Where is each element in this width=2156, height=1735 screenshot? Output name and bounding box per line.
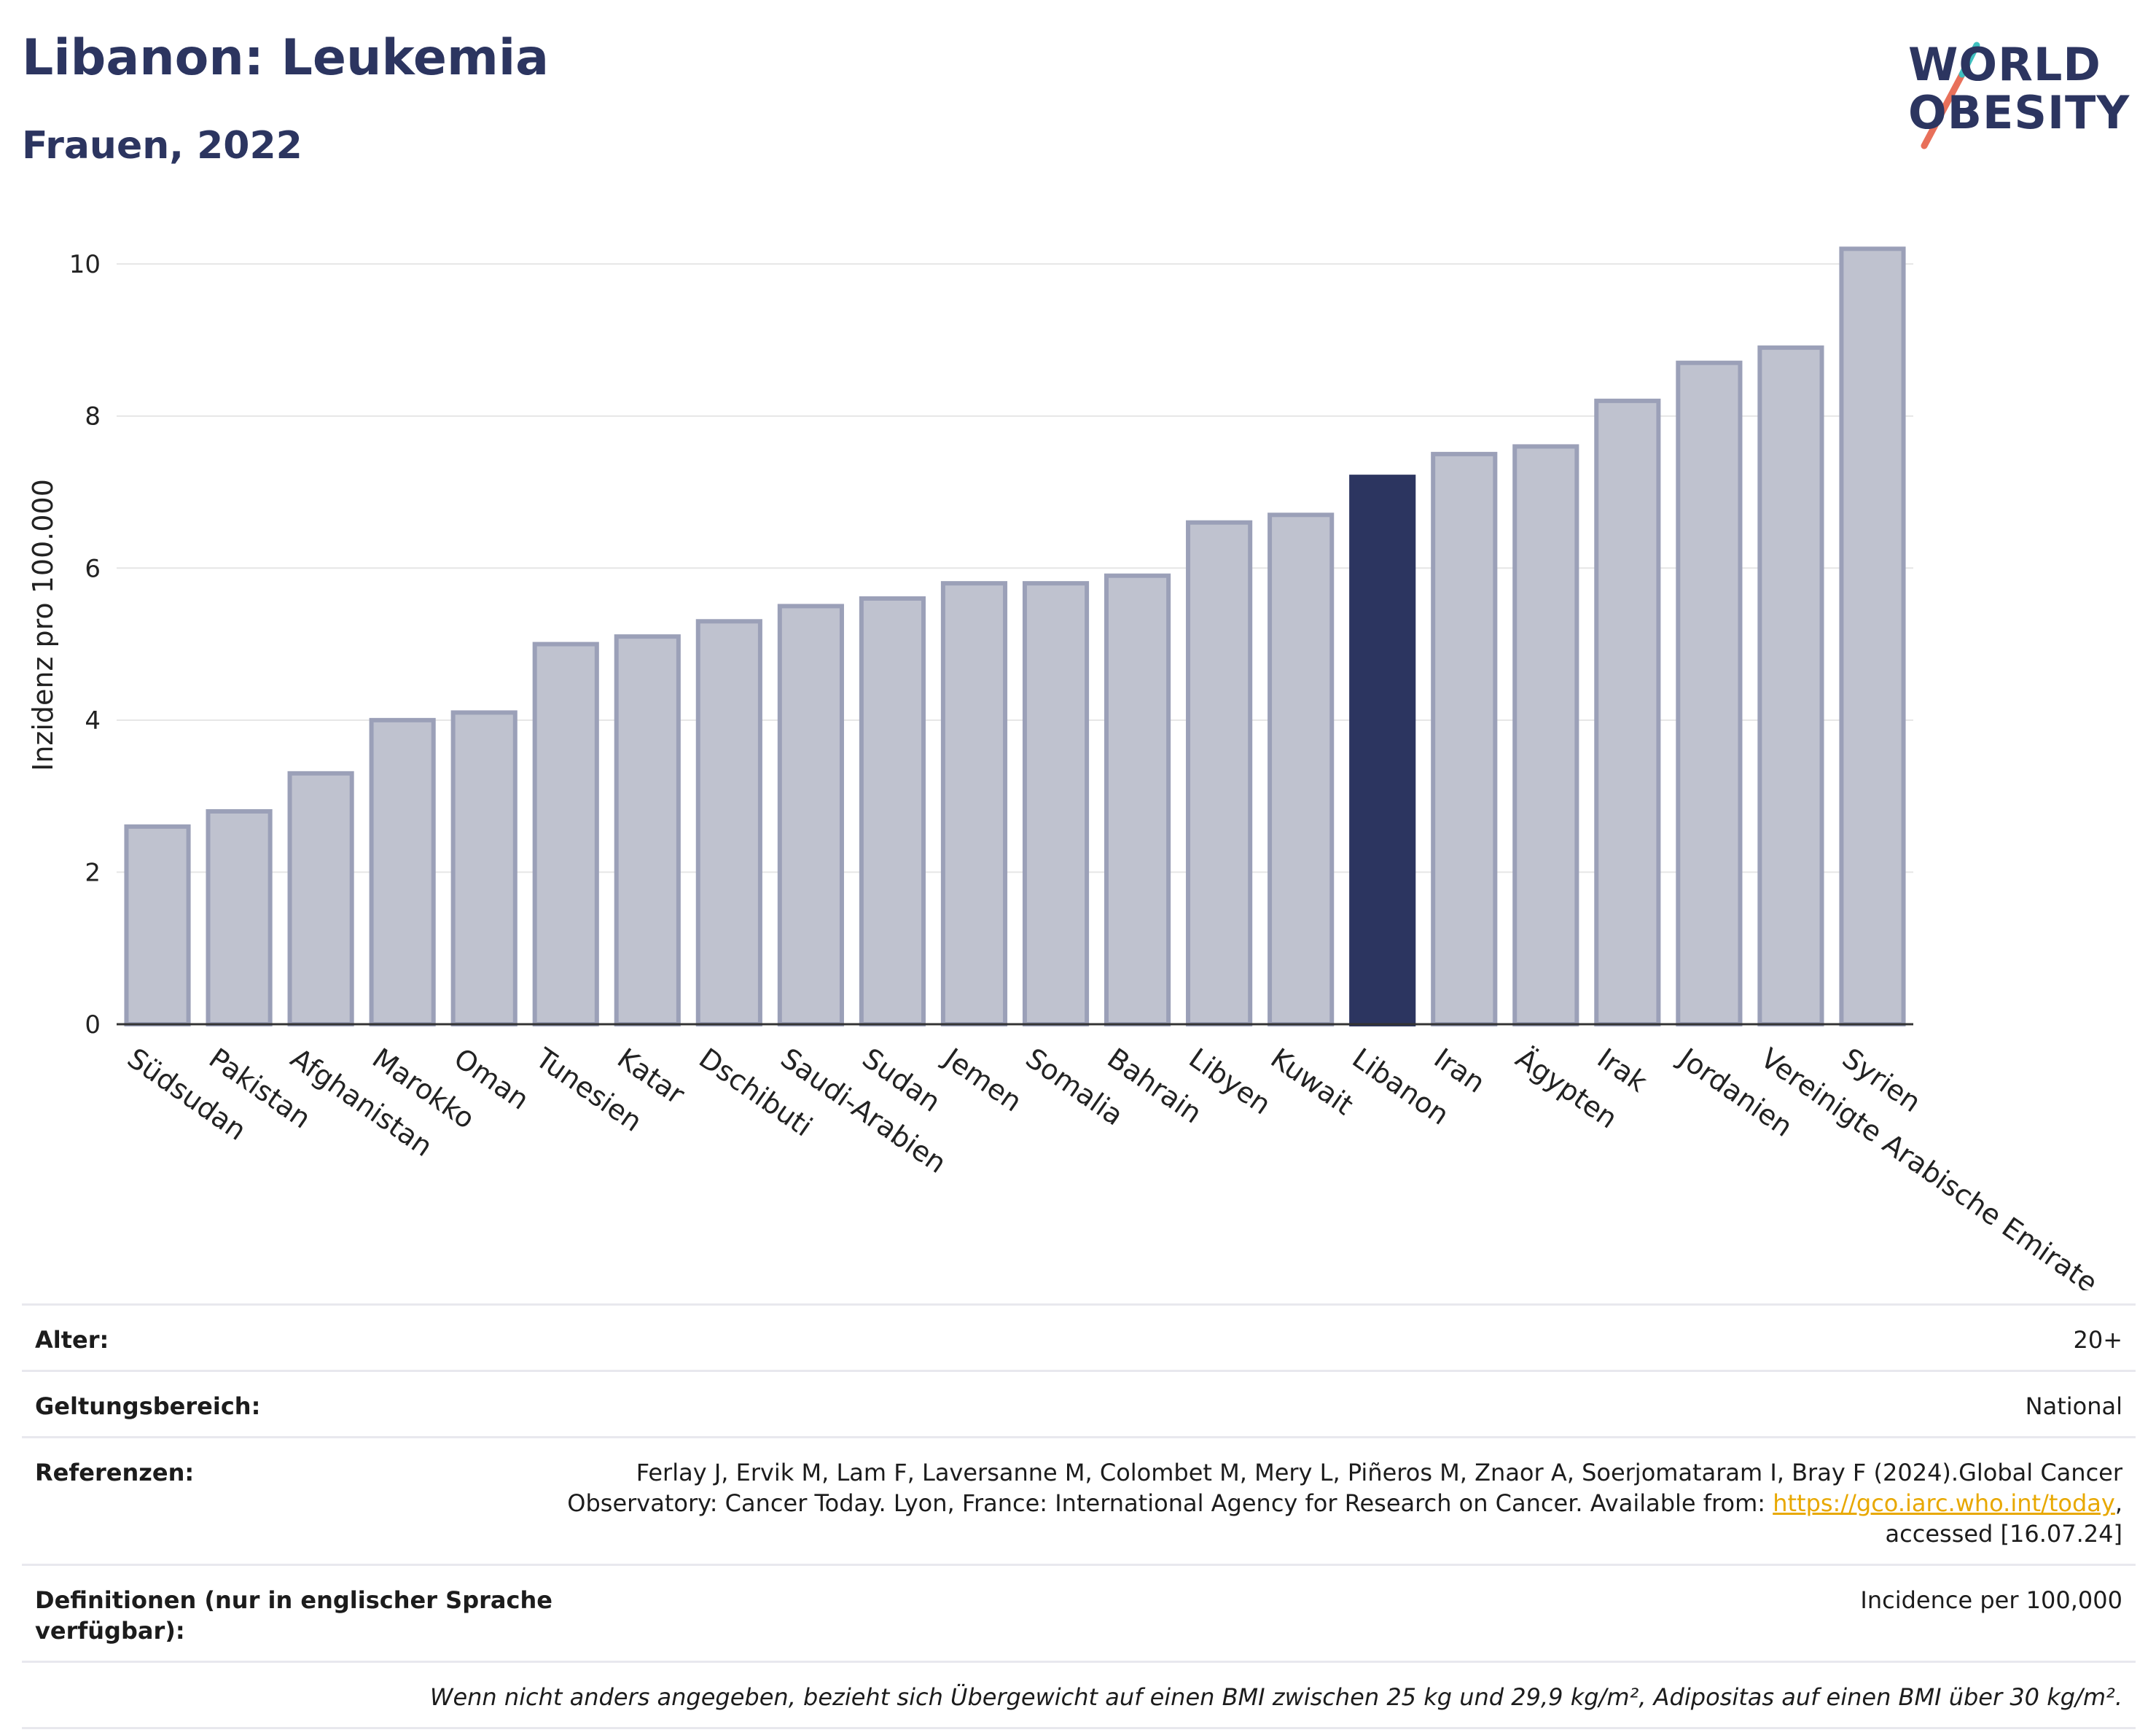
references-line-2-text: Observatory: Cancer Today. Lyon, France:…	[567, 1489, 1773, 1517]
y-tick-label: 0	[85, 1010, 101, 1040]
bar	[1839, 246, 1906, 1026]
definitions-label: Definitionen (nur in englischer Sprache …	[35, 1586, 552, 1645]
bar	[1512, 444, 1579, 1026]
bar	[1104, 573, 1171, 1026]
x-tick-label: Irak	[1592, 1042, 1653, 1098]
bar	[1268, 512, 1335, 1026]
page-title: Libanon: Leukemia	[22, 29, 550, 87]
bar	[940, 581, 1008, 1026]
references-line-1: Ferlay J, Ervik M, Lam F, Laversanne M, …	[636, 1459, 2122, 1486]
bar	[450, 710, 517, 1027]
y-tick-label: 2	[85, 858, 101, 887]
logo-text-obesity: OBESITY	[1908, 86, 2130, 139]
page-subtitle: Frauen, 2022	[22, 124, 302, 168]
references-label: Referenzen:	[35, 1459, 195, 1486]
scope-label: Geltungsbereich:	[35, 1392, 261, 1420]
bar	[1431, 451, 1498, 1027]
bar	[369, 717, 436, 1026]
bar	[124, 824, 191, 1026]
bar	[1186, 520, 1253, 1026]
references-line-2: Observatory: Cancer Today. Lyon, France:…	[560, 1488, 2122, 1518]
references-line-2-end: ,	[2114, 1489, 2122, 1517]
bar	[1676, 360, 1743, 1026]
bar	[1757, 345, 1824, 1027]
metadata-table: Alter: 20+ Geltungsbereich: National Ref…	[22, 1303, 2136, 1729]
scope-value: National	[2025, 1392, 2122, 1420]
logo-slash-icon	[1921, 42, 1980, 149]
age-value: 20+	[2073, 1326, 2122, 1354]
y-tick-label: 10	[69, 250, 101, 279]
bar	[1594, 398, 1661, 1027]
bar	[777, 604, 844, 1026]
meta-row-scope: Geltungsbereich: National	[22, 1370, 2136, 1436]
y-tick-label: 6	[85, 554, 101, 583]
bar	[532, 642, 599, 1026]
meta-row-definitions: Definitionen (nur in englischer Sprache …	[22, 1564, 2136, 1661]
y-axis-label: Inzidenz pro 100.000	[27, 479, 59, 771]
references-value: Ferlay J, Ervik M, Lam F, Laversanne M, …	[560, 1457, 2122, 1549]
footnote: Wenn nicht anders angegeben, bezieht sic…	[429, 1683, 2122, 1711]
meta-row-note: Wenn nicht anders angegeben, bezieht sic…	[22, 1661, 2136, 1729]
bar	[1022, 581, 1090, 1026]
x-tick-label: Jemen	[937, 1041, 1028, 1118]
bar	[287, 771, 354, 1026]
x-tick-label: Vereinigte Arabische Emirate	[1755, 1042, 2104, 1290]
meta-row-references: Referenzen: Ferlay J, Ervik M, Lam F, La…	[22, 1436, 2136, 1564]
references-link[interactable]: https://gco.iarc.who.int/today	[1773, 1489, 2115, 1517]
x-tick-label: Iran	[1429, 1042, 1491, 1099]
bar	[614, 634, 681, 1026]
x-tick-label: Kuwait	[1265, 1042, 1359, 1121]
definitions-value: Incidence per 100,000	[1860, 1586, 2122, 1614]
bar-highlight	[1349, 475, 1416, 1026]
y-tick-label: 4	[85, 706, 101, 736]
logo-text-world: WORLD	[1908, 38, 2101, 91]
world-obesity-logo: WORLD OBESITY	[1895, 29, 2143, 153]
bar	[206, 809, 273, 1026]
age-label: Alter:	[35, 1326, 109, 1354]
meta-row-age: Alter: 20+	[22, 1303, 2136, 1370]
bar	[695, 619, 762, 1026]
y-tick-label: 8	[85, 402, 101, 432]
bar	[859, 596, 926, 1026]
references-line-3: accessed [16.07.24]	[1885, 1520, 2122, 1548]
